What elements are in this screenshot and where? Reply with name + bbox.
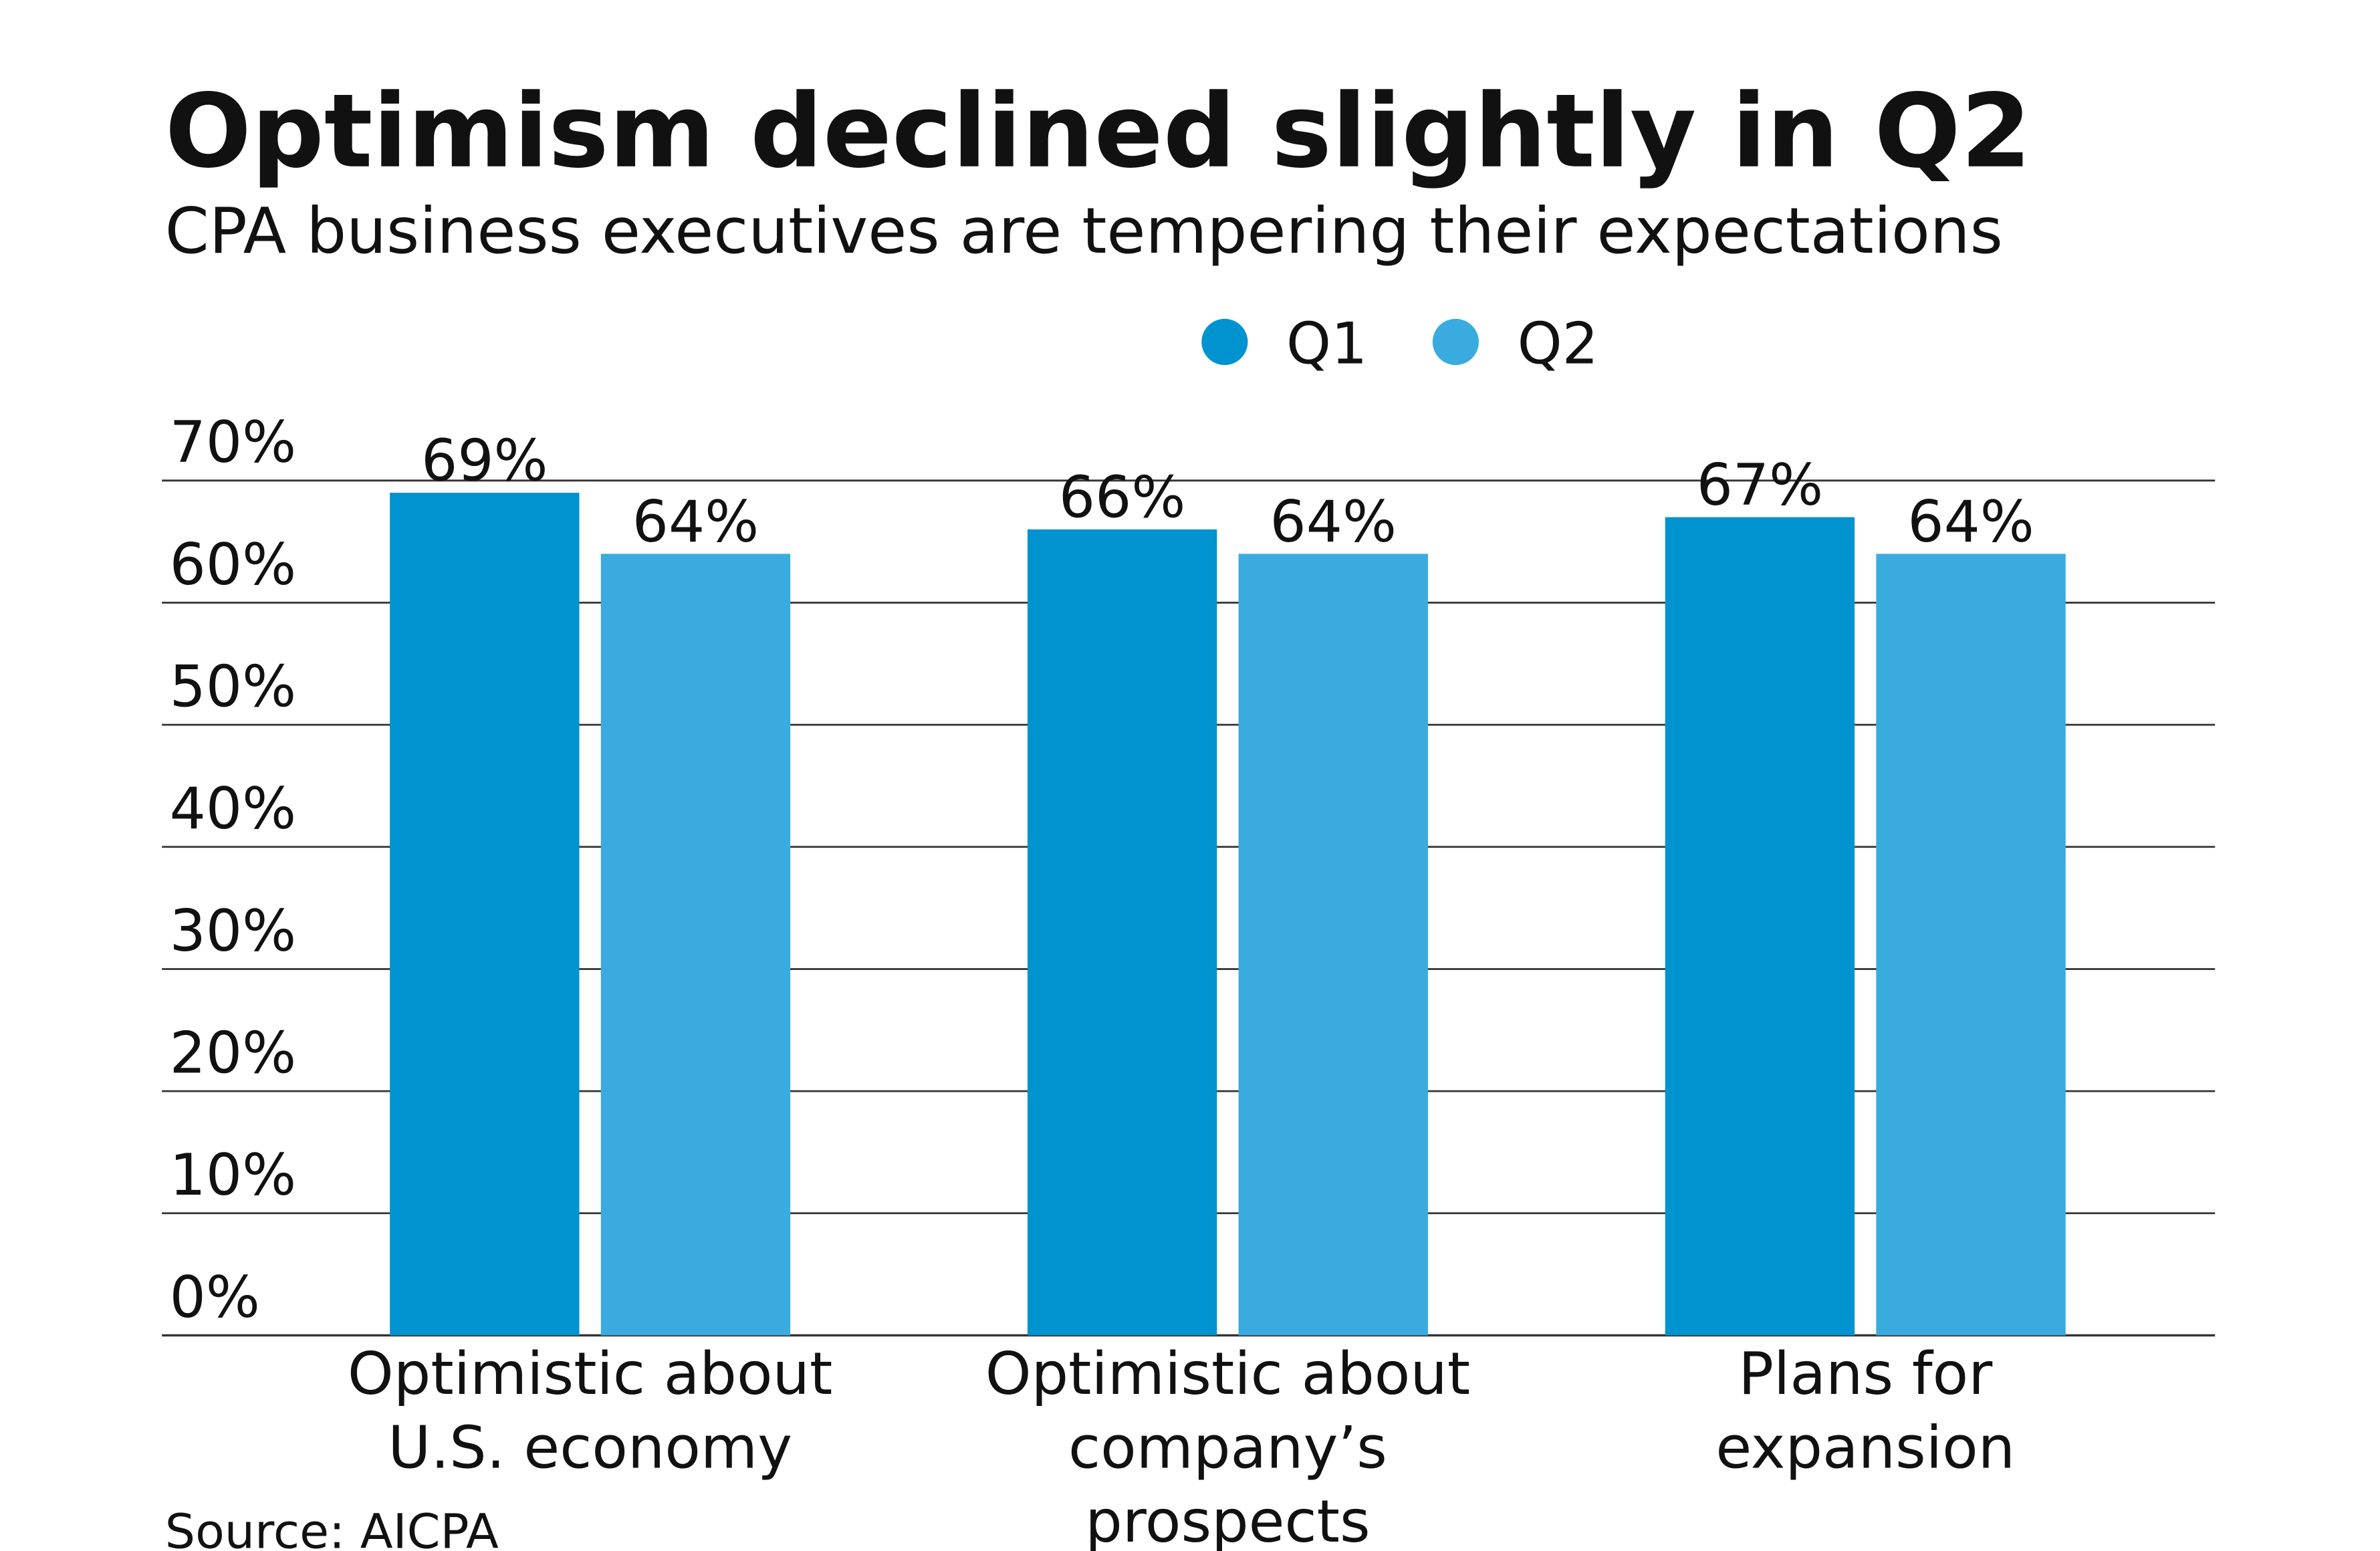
bar <box>1027 529 1217 1336</box>
legend-swatch <box>1201 318 1248 366</box>
bar <box>390 493 580 1336</box>
y-tick-label: 50% <box>170 654 296 720</box>
source: Source: AICPA <box>165 1504 499 1551</box>
legend-label: Q2 <box>1518 312 1598 378</box>
bar <box>1238 554 1428 1336</box>
value-label: 69% <box>421 429 548 495</box>
chart-title: Optimism declined slightly in Q2 <box>165 72 2032 191</box>
y-tick-label: 30% <box>170 899 296 965</box>
value-label: 64% <box>632 489 759 556</box>
y-tick-label: 40% <box>170 776 296 842</box>
y-tick-label: 70% <box>170 410 296 476</box>
x-tick-label: Optimistic about <box>348 1340 832 1408</box>
bar <box>600 554 791 1336</box>
value-label: 64% <box>1907 489 2034 556</box>
value-label: 66% <box>1059 465 1185 531</box>
legend-swatch <box>1432 318 1479 366</box>
y-tick-label: 20% <box>170 1020 296 1086</box>
y-tick-label: 60% <box>170 532 296 598</box>
x-tick-label: U.S. economy <box>388 1414 792 1482</box>
y-tick-label: 0% <box>170 1265 260 1331</box>
value-label: 64% <box>1270 489 1397 556</box>
x-tick-label: prospects <box>1085 1487 1370 1551</box>
x-tick-label: company’s <box>1068 1414 1387 1482</box>
bar <box>1665 517 1855 1336</box>
y-tick-label: 10% <box>170 1143 296 1209</box>
chart-subtitle: CPA business executives are tempering th… <box>165 195 2003 268</box>
legend-label: Q1 <box>1286 312 1367 378</box>
value-label: 67% <box>1697 453 1823 519</box>
x-tick-label: Optimistic about <box>985 1340 1470 1408</box>
x-tick-label: expansion <box>1715 1414 2015 1482</box>
x-tick-label: Plans for <box>1738 1340 1992 1408</box>
bar <box>1876 554 2066 1336</box>
